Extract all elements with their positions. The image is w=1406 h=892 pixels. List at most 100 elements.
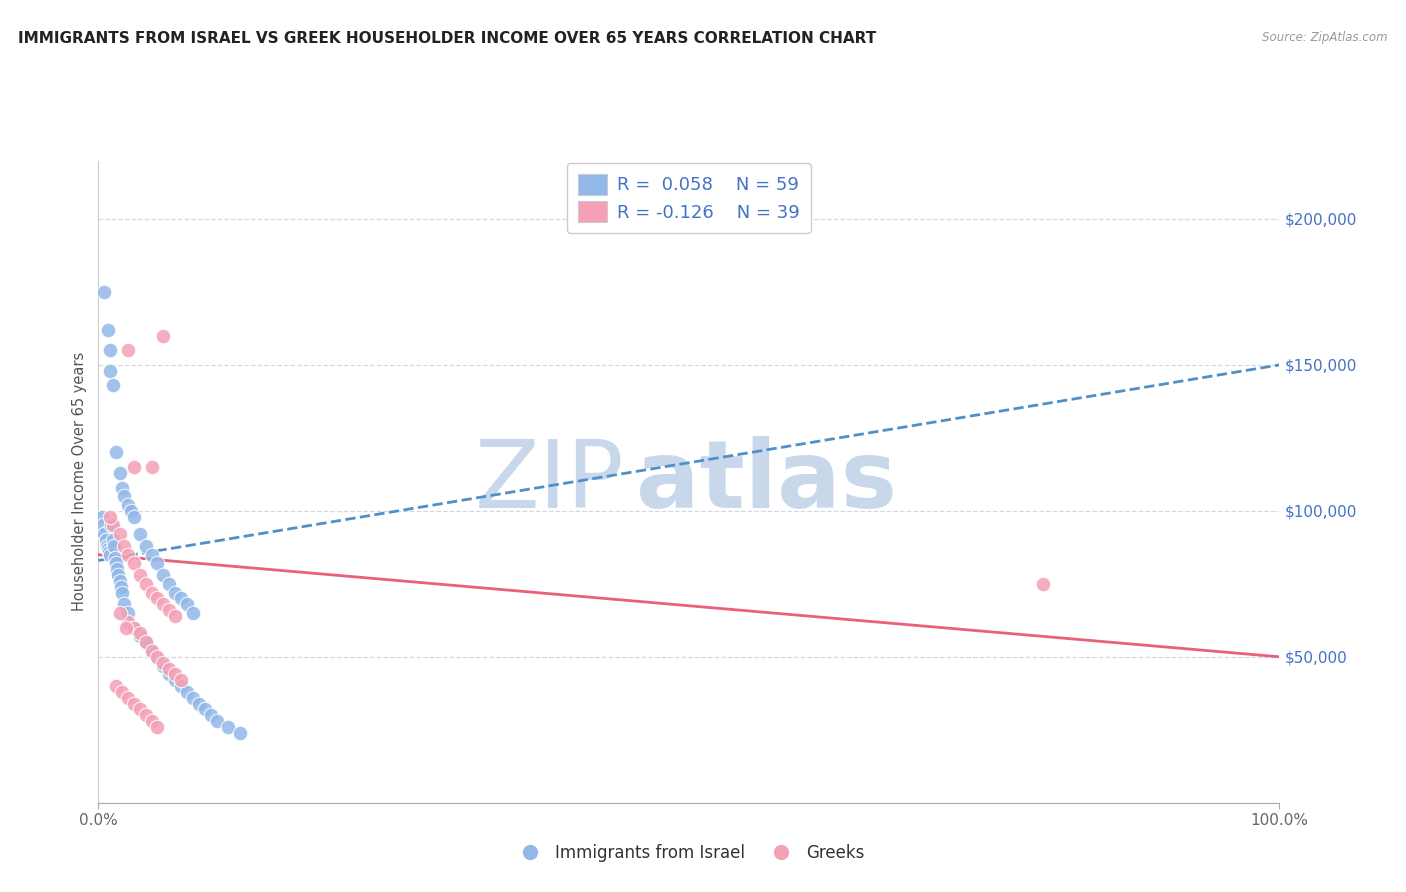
Point xyxy=(157,661,180,675)
Point xyxy=(128,702,150,716)
Point xyxy=(117,615,139,629)
Point xyxy=(157,667,180,681)
Point xyxy=(170,679,193,693)
Point xyxy=(117,548,139,562)
Point xyxy=(135,635,157,649)
Text: Source: ZipAtlas.com: Source: ZipAtlas.com xyxy=(1263,31,1388,45)
Point xyxy=(135,708,157,723)
Point xyxy=(98,364,121,378)
Point xyxy=(117,606,139,620)
Point xyxy=(152,656,174,670)
Point xyxy=(176,597,198,611)
Point xyxy=(122,509,145,524)
Point xyxy=(107,568,129,582)
Point xyxy=(108,527,131,541)
Point xyxy=(141,585,163,599)
Legend: Immigrants from Israel, Greeks: Immigrants from Israel, Greeks xyxy=(506,837,872,868)
Point xyxy=(96,539,118,553)
Point xyxy=(117,498,139,512)
Point xyxy=(108,574,131,588)
Point xyxy=(229,725,252,739)
Point xyxy=(146,649,169,664)
Point xyxy=(100,518,122,533)
Text: atlas: atlas xyxy=(636,435,897,528)
Point xyxy=(122,557,145,571)
Point xyxy=(141,460,163,475)
Point xyxy=(128,626,150,640)
Point xyxy=(165,585,187,599)
Point xyxy=(141,548,163,562)
Point xyxy=(112,597,135,611)
Point xyxy=(152,597,174,611)
Point xyxy=(146,649,169,664)
Point xyxy=(152,658,174,673)
Point xyxy=(94,533,117,547)
Point xyxy=(141,644,163,658)
Point xyxy=(108,466,131,480)
Point xyxy=(122,697,145,711)
Point xyxy=(91,509,114,524)
Point xyxy=(128,568,150,582)
Point xyxy=(98,548,121,562)
Y-axis label: Householder Income Over 65 years: Householder Income Over 65 years xyxy=(72,352,87,611)
Text: ZIP: ZIP xyxy=(474,435,624,528)
Point xyxy=(141,714,163,728)
Point xyxy=(200,708,222,723)
Point xyxy=(157,603,180,617)
Point xyxy=(112,539,135,553)
Point xyxy=(128,527,150,541)
Point xyxy=(181,690,204,705)
Point xyxy=(157,577,180,591)
Point xyxy=(176,685,198,699)
Point xyxy=(135,539,157,553)
Point xyxy=(101,518,124,533)
Point xyxy=(101,533,124,547)
Point xyxy=(122,621,145,635)
Point xyxy=(194,702,217,716)
Point xyxy=(135,635,157,649)
Point xyxy=(135,577,157,591)
Point xyxy=(105,557,128,571)
Point xyxy=(152,568,174,582)
Text: IMMIGRANTS FROM ISRAEL VS GREEK HOUSEHOLDER INCOME OVER 65 YEARS CORRELATION CHA: IMMIGRANTS FROM ISRAEL VS GREEK HOUSEHOL… xyxy=(18,31,876,46)
Point xyxy=(101,378,124,392)
Point xyxy=(146,557,169,571)
Point xyxy=(105,562,128,576)
Point xyxy=(146,720,169,734)
Point xyxy=(165,673,187,688)
Point xyxy=(205,714,228,728)
Point xyxy=(93,527,115,541)
Point xyxy=(187,697,209,711)
Point xyxy=(111,481,134,495)
Point xyxy=(165,667,187,681)
Point xyxy=(97,541,120,556)
Point xyxy=(217,720,239,734)
Point xyxy=(122,460,145,475)
Point xyxy=(93,285,115,299)
Point xyxy=(117,690,139,705)
Point xyxy=(103,539,125,553)
Point xyxy=(146,591,169,606)
Point xyxy=(111,585,134,599)
Point xyxy=(1032,577,1054,591)
Point xyxy=(97,323,120,337)
Point xyxy=(105,679,128,693)
Point xyxy=(111,685,134,699)
Point xyxy=(114,621,136,635)
Point xyxy=(122,621,145,635)
Point xyxy=(165,609,187,624)
Point xyxy=(121,504,143,518)
Point xyxy=(170,591,193,606)
Point xyxy=(98,509,121,524)
Point xyxy=(170,673,193,688)
Point xyxy=(117,343,139,358)
Point xyxy=(112,489,135,503)
Point xyxy=(110,580,132,594)
Point xyxy=(98,343,121,358)
Point xyxy=(91,518,114,533)
Point xyxy=(128,629,150,643)
Point xyxy=(105,7,128,21)
Point xyxy=(98,545,121,559)
Point xyxy=(181,606,204,620)
Point xyxy=(152,328,174,343)
